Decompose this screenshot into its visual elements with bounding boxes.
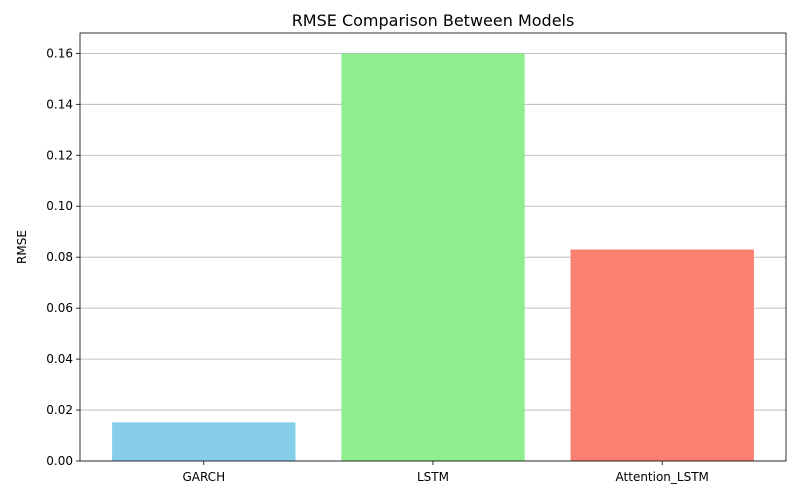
- chart-title: RMSE Comparison Between Models: [292, 11, 575, 30]
- y-tick-label: 0.02: [46, 403, 73, 417]
- y-tick-label: 0.04: [46, 352, 73, 366]
- bar-attention-lstm: [570, 249, 754, 461]
- y-axis-label: RMSE: [15, 230, 29, 264]
- y-tick-label: 0.16: [46, 46, 73, 60]
- bar-garch: [112, 422, 296, 461]
- x-tick-label: Attention_LSTM: [616, 470, 709, 484]
- y-tick-label: 0.12: [46, 148, 73, 162]
- y-tick-label: 0.06: [46, 301, 73, 315]
- bar-lstm: [341, 53, 525, 461]
- x-tick-label: LSTM: [417, 470, 449, 484]
- y-tick-label: 0.10: [46, 199, 73, 213]
- x-tick-label: GARCH: [182, 470, 225, 484]
- x-ticks: GARCH LSTM Attention_LSTM: [182, 461, 709, 484]
- y-ticks: 0.00 0.02 0.04 0.06 0.08 0.10 0.12 0.14 0.16: [46, 46, 80, 468]
- bars: [112, 53, 754, 461]
- y-tick-label: 0.00: [46, 454, 73, 468]
- y-tick-label: 0.08: [46, 250, 73, 264]
- y-tick-label: 0.14: [46, 97, 73, 111]
